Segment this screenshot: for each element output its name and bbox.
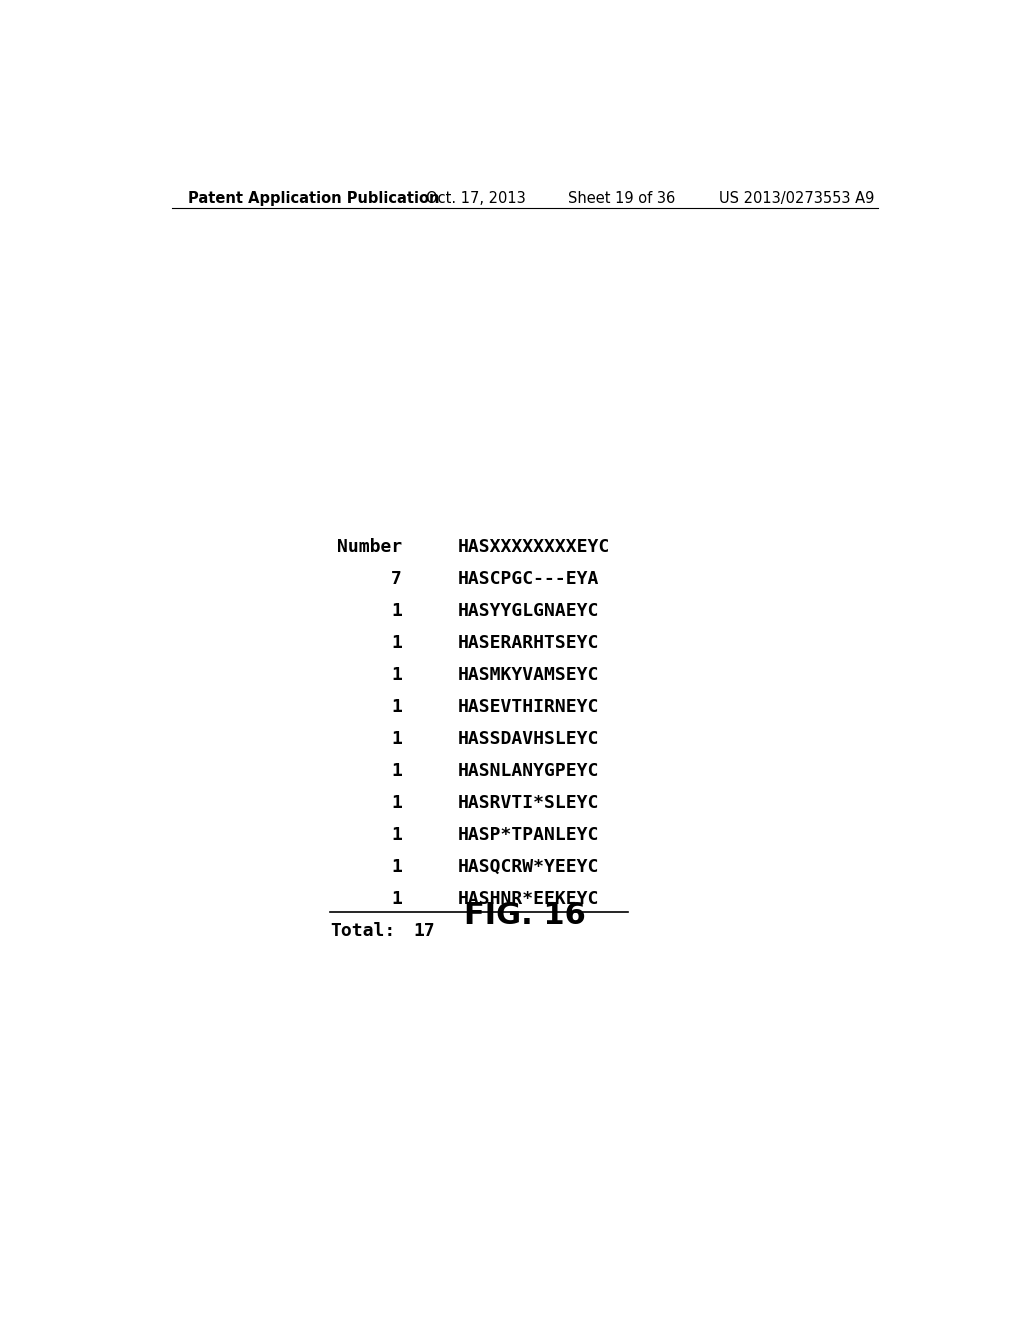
Text: Number: Number [337, 537, 401, 556]
Text: HASHNR*EEKEYC: HASHNR*EEKEYC [458, 890, 599, 908]
Text: 1: 1 [391, 826, 401, 843]
Text: HASYYGLGNAEYC: HASYYGLGNAEYC [458, 602, 599, 619]
Text: 1: 1 [391, 698, 401, 715]
Text: 1: 1 [391, 762, 401, 780]
Text: HASEVTHIRNEYC: HASEVTHIRNEYC [458, 698, 599, 715]
Text: 1: 1 [391, 730, 401, 747]
Text: HASSDAVHSLEYC: HASSDAVHSLEYC [458, 730, 599, 747]
Text: HASERARHTSEYC: HASERARHTSEYC [458, 634, 599, 652]
Text: HASCPGC---EYA: HASCPGC---EYA [458, 570, 599, 587]
Text: HASNLANYGPEYC: HASNLANYGPEYC [458, 762, 599, 780]
Text: 1: 1 [391, 634, 401, 652]
Text: 7: 7 [391, 570, 401, 587]
Text: 1: 1 [391, 858, 401, 876]
Text: 1: 1 [391, 602, 401, 619]
Text: Total:: Total: [331, 921, 395, 940]
Text: 1: 1 [391, 890, 401, 908]
Text: HASMKYVAMSEYC: HASMKYVAMSEYC [458, 665, 599, 684]
Text: Patent Application Publication: Patent Application Publication [187, 190, 439, 206]
Text: Oct. 17, 2013: Oct. 17, 2013 [426, 190, 525, 206]
Text: FIG. 16: FIG. 16 [464, 902, 586, 931]
Text: HASXXXXXXXXEYC: HASXXXXXXXXEYC [458, 537, 609, 556]
Text: US 2013/0273553 A9: US 2013/0273553 A9 [719, 190, 874, 206]
Text: 1: 1 [391, 665, 401, 684]
Text: 17: 17 [414, 921, 435, 940]
Text: Sheet 19 of 36: Sheet 19 of 36 [568, 190, 676, 206]
Text: HASP*TPANLEYC: HASP*TPANLEYC [458, 826, 599, 843]
Text: HASRVTI*SLEYC: HASRVTI*SLEYC [458, 793, 599, 812]
Text: HASQCRW*YEEYC: HASQCRW*YEEYC [458, 858, 599, 876]
Text: 1: 1 [391, 793, 401, 812]
